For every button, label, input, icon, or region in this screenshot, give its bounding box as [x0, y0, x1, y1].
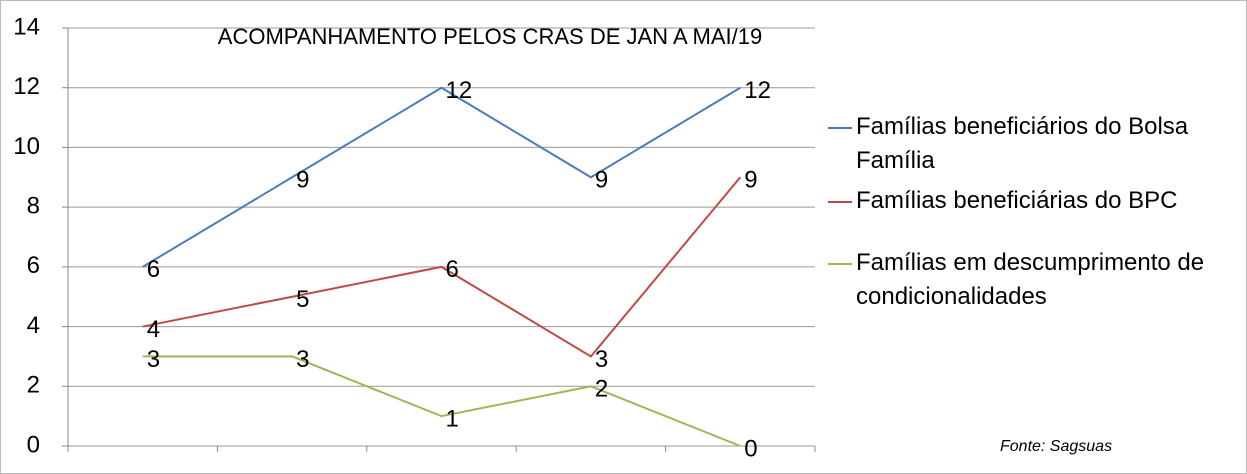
y-tick-label: 10	[13, 133, 40, 160]
data-label: 3	[296, 346, 309, 373]
data-label: 12	[446, 77, 473, 104]
legend-item: Famílias em descumprimento de condiciona…	[828, 246, 1238, 314]
legend-label: Famílias beneficiários do Bolsa Família	[856, 113, 1189, 174]
legend-item: Famílias beneficiárias do BPC	[828, 184, 1238, 218]
data-label: 0	[744, 435, 757, 462]
y-tick-label: 14	[13, 13, 40, 40]
data-label: 6	[147, 256, 160, 283]
y-tick-label: 4	[27, 312, 40, 339]
legend-label: Famílias em descumprimento de condiciona…	[856, 249, 1205, 310]
data-label: 3	[147, 346, 160, 373]
data-label: 3	[595, 346, 608, 373]
legend-swatch	[828, 127, 852, 129]
source-note: Fonte: Sagsuas	[1000, 438, 1112, 455]
legend: Famílias beneficiários do Bolsa Família F…	[828, 110, 1238, 314]
y-tick-label: 0	[27, 431, 40, 458]
legend-swatch	[828, 263, 852, 265]
y-tick-label: 6	[27, 252, 40, 279]
data-label: 1	[446, 405, 459, 432]
legend-label: Famílias beneficiárias do BPC	[856, 187, 1178, 214]
data-label: 9	[595, 167, 608, 194]
data-label: 2	[595, 376, 608, 403]
series-line	[142, 86, 741, 268]
series-line	[142, 176, 742, 358]
series-line	[142, 355, 741, 447]
data-label: 9	[296, 167, 309, 194]
y-tick-label: 2	[27, 372, 40, 399]
data-label: 9	[744, 167, 757, 194]
y-tick-label: 8	[27, 192, 40, 219]
data-label: 5	[296, 286, 309, 313]
data-label: 12	[744, 77, 771, 104]
data-label: 4	[147, 316, 160, 343]
legend-item: Famílias beneficiários do Bolsa Família	[828, 110, 1238, 178]
y-tick-label: 12	[13, 73, 40, 100]
data-label: 6	[446, 256, 459, 283]
legend-swatch	[828, 201, 852, 203]
